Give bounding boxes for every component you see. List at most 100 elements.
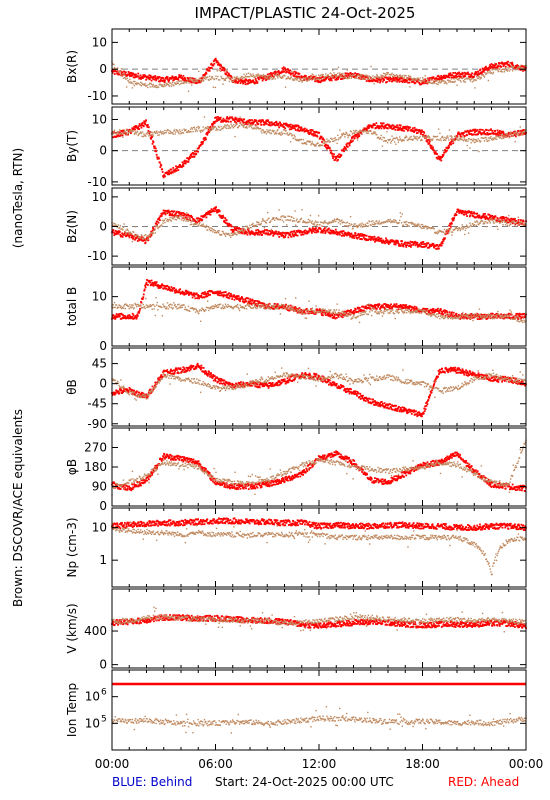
bx-ytick-label: -10 [87, 89, 107, 103]
bz-point [418, 223, 420, 225]
bz-point [305, 230, 308, 233]
bx-point [289, 78, 291, 80]
bz-point [261, 218, 264, 220]
bx-point [246, 82, 249, 85]
bx-point [122, 77, 125, 79]
bz-point [346, 221, 349, 224]
bz-point [131, 234, 134, 237]
bx-point [434, 82, 436, 85]
by-point [141, 135, 143, 137]
by-point [452, 142, 455, 145]
bx-point [289, 77, 292, 79]
bz-point [393, 243, 396, 246]
bx-point [418, 79, 421, 81]
bz-point [438, 247, 440, 250]
bz-point [326, 229, 329, 232]
bx-point [132, 73, 135, 75]
bx-point [330, 77, 333, 80]
by-point [246, 120, 248, 123]
bx-point [440, 81, 442, 83]
bz-point [373, 222, 375, 224]
bx-point [475, 79, 477, 82]
bx-point [354, 72, 357, 75]
bz-point [164, 211, 166, 214]
bz-point [514, 223, 517, 226]
bz-point [298, 221, 301, 223]
bx-point [241, 75, 243, 78]
by-ytick-label: 0 [99, 144, 107, 158]
bx-point [398, 78, 401, 80]
bz-point [373, 238, 375, 240]
by-point [164, 175, 166, 178]
bz-point [518, 221, 521, 224]
bz-point [409, 240, 412, 243]
bx-point [236, 82, 239, 84]
by-point [393, 137, 395, 139]
bx-point [330, 72, 332, 75]
by-point [430, 147, 433, 149]
bz-point [286, 224, 288, 226]
bz-point [188, 217, 191, 220]
by-point [386, 127, 389, 130]
by-point [273, 122, 276, 124]
bz-point [199, 218, 202, 221]
bx-point [249, 73, 252, 75]
bx-point [385, 73, 387, 76]
by-point [151, 131, 153, 134]
by-point [214, 120, 217, 123]
bx-point [231, 77, 234, 79]
bz-point [471, 212, 474, 215]
by-point [227, 120, 230, 123]
bz-point [454, 214, 456, 217]
bz-point [340, 220, 342, 222]
bx-point [192, 81, 195, 84]
bz-point [361, 226, 364, 228]
by-point [498, 135, 500, 138]
by-point [146, 133, 148, 135]
by-point [490, 138, 493, 141]
bz-point [131, 232, 133, 235]
by-point [342, 148, 345, 150]
bz-point [294, 231, 297, 234]
bz-point [234, 233, 236, 235]
bx-point [242, 82, 245, 85]
by-point [319, 143, 321, 146]
bx-point [489, 71, 491, 73]
bz-point [202, 223, 204, 225]
bx-point [210, 62, 213, 65]
bx-point [235, 77, 238, 80]
bz-point [520, 221, 523, 223]
bx-point [435, 83, 438, 85]
bz-point [302, 220, 305, 222]
bx-point [256, 74, 259, 77]
by-point [158, 161, 161, 164]
bx-point [196, 79, 198, 81]
by-point [214, 116, 217, 119]
bt-point [161, 283, 164, 286]
bz-point [514, 218, 516, 220]
bz-point [461, 224, 463, 226]
by-point [155, 130, 158, 132]
bz-point [185, 212, 188, 214]
bx-point [155, 86, 157, 89]
bz-point [398, 219, 401, 222]
by-point [476, 129, 479, 131]
bx-point [196, 81, 199, 83]
by-point [203, 139, 206, 142]
bx-point [502, 68, 505, 70]
by-point [193, 150, 196, 153]
by-point [245, 123, 248, 126]
bz-point [358, 224, 361, 227]
bz-point [291, 232, 294, 235]
bx-point [279, 75, 281, 77]
by-point [486, 131, 489, 134]
bz-point [149, 235, 152, 238]
bx-point [434, 80, 437, 82]
bz-point [508, 219, 511, 222]
bz-point [263, 229, 266, 231]
by-point [163, 174, 166, 177]
bz-point [374, 222, 377, 225]
by-point [249, 119, 252, 122]
bx-point [245, 78, 247, 81]
bx-point [413, 78, 415, 81]
